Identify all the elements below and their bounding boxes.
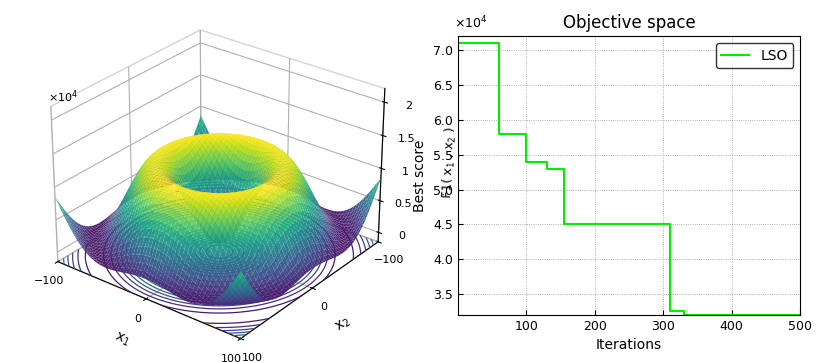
LSO [542, 167, 552, 171]
LSO [521, 159, 531, 164]
LSO [795, 313, 805, 317]
Y-axis label: Best score: Best score [413, 139, 427, 212]
LSO [665, 222, 675, 227]
LSO [521, 131, 531, 136]
LSO [679, 313, 689, 317]
LSO [454, 41, 464, 45]
Legend: LSO: LSO [716, 43, 794, 68]
LSO [665, 309, 675, 313]
LSO [494, 69, 504, 73]
LSO [454, 41, 464, 45]
Text: $\times\mathregular{10}^4$: $\times\mathregular{10}^4$ [48, 88, 78, 105]
LSO [559, 167, 569, 171]
Y-axis label: x$_2$: x$_2$ [332, 315, 353, 336]
LSO [624, 222, 634, 227]
LSO [559, 222, 569, 227]
LSO [494, 131, 504, 136]
X-axis label: x$_1$: x$_1$ [112, 330, 132, 349]
Text: $\times\mathregular{10}^4$: $\times\mathregular{10}^4$ [455, 14, 488, 31]
Title: Objective space: Objective space [563, 14, 695, 32]
X-axis label: Iterations: Iterations [596, 338, 662, 352]
LSO [679, 309, 689, 313]
LSO [624, 222, 634, 227]
LSO [542, 159, 552, 164]
Line: LSO: LSO [459, 43, 800, 315]
